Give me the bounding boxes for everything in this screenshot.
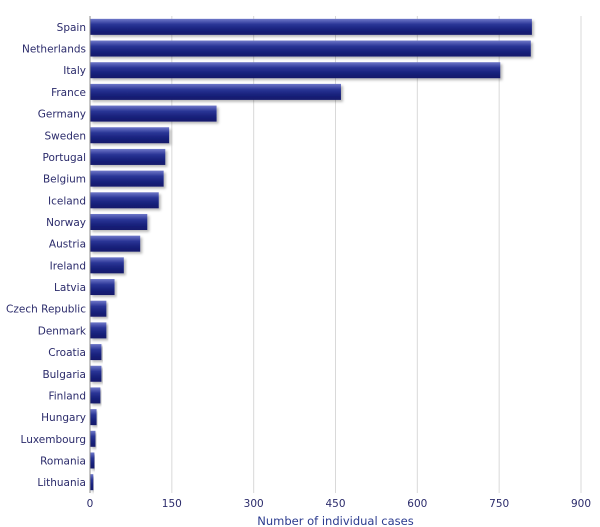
bar-netherlands xyxy=(90,40,531,57)
bar-portugal xyxy=(90,148,166,165)
category-label: Croatia xyxy=(48,347,86,359)
bar-czech-republic xyxy=(90,300,107,317)
x-tick-label: 450 xyxy=(325,498,345,510)
bar-norway xyxy=(90,213,148,230)
category-label: Austria xyxy=(49,239,86,251)
category-label: Luxembourg xyxy=(21,434,86,446)
category-label: Bulgaria xyxy=(42,369,86,381)
category-label: Denmark xyxy=(38,325,87,337)
category-label: Netherlands xyxy=(22,44,86,56)
category-label: Germany xyxy=(38,109,86,121)
x-tick-label: 150 xyxy=(162,498,182,510)
category-label: Hungary xyxy=(41,412,86,424)
bar-luxembourg xyxy=(90,430,96,447)
category-label: Belgium xyxy=(43,174,86,186)
bar-ireland xyxy=(90,257,124,274)
bar-denmark xyxy=(90,322,107,339)
x-axis-title: Number of individual cases xyxy=(257,514,414,527)
bar-croatia xyxy=(90,344,102,361)
x-tick-label: 750 xyxy=(489,498,509,510)
bar-belgium xyxy=(90,170,164,187)
category-label: Finland xyxy=(48,390,86,402)
bar-hungary xyxy=(90,409,97,426)
category-label: Czech Republic xyxy=(6,304,86,316)
x-tick-label: 0 xyxy=(87,498,94,510)
category-label: France xyxy=(51,87,86,99)
bar-france xyxy=(90,83,341,100)
category-label: Norway xyxy=(46,217,86,229)
bar-iceland xyxy=(90,192,159,209)
category-label: Lithuania xyxy=(37,477,86,489)
x-tick-labels: 0 150 300 450 600 750 900 xyxy=(87,498,591,510)
category-label: Iceland xyxy=(48,195,86,207)
category-label: Ireland xyxy=(50,260,86,272)
bar-bulgaria xyxy=(90,365,102,382)
bar-germany xyxy=(90,105,217,122)
bar-finland xyxy=(90,387,101,404)
bar-sweden xyxy=(90,127,170,144)
category-label: Italy xyxy=(63,65,86,77)
bar-austria xyxy=(90,235,141,252)
category-label: Latvia xyxy=(54,282,86,294)
x-tick-label: 300 xyxy=(244,498,264,510)
bars xyxy=(90,18,532,491)
category-labels: Spain Netherlands Italy France Germany Sweden… xyxy=(6,22,87,489)
bar-romania xyxy=(90,452,95,469)
x-tick-label: 600 xyxy=(407,498,427,510)
bar-lithuania xyxy=(90,474,94,491)
category-label: Romania xyxy=(40,455,86,467)
category-label: Sweden xyxy=(45,130,87,142)
x-tick-label: 900 xyxy=(571,498,591,510)
bar-italy xyxy=(90,62,501,79)
category-label: Spain xyxy=(57,22,86,34)
bar-latvia xyxy=(90,279,115,296)
category-label: Portugal xyxy=(43,152,87,164)
bar-spain xyxy=(90,18,532,35)
